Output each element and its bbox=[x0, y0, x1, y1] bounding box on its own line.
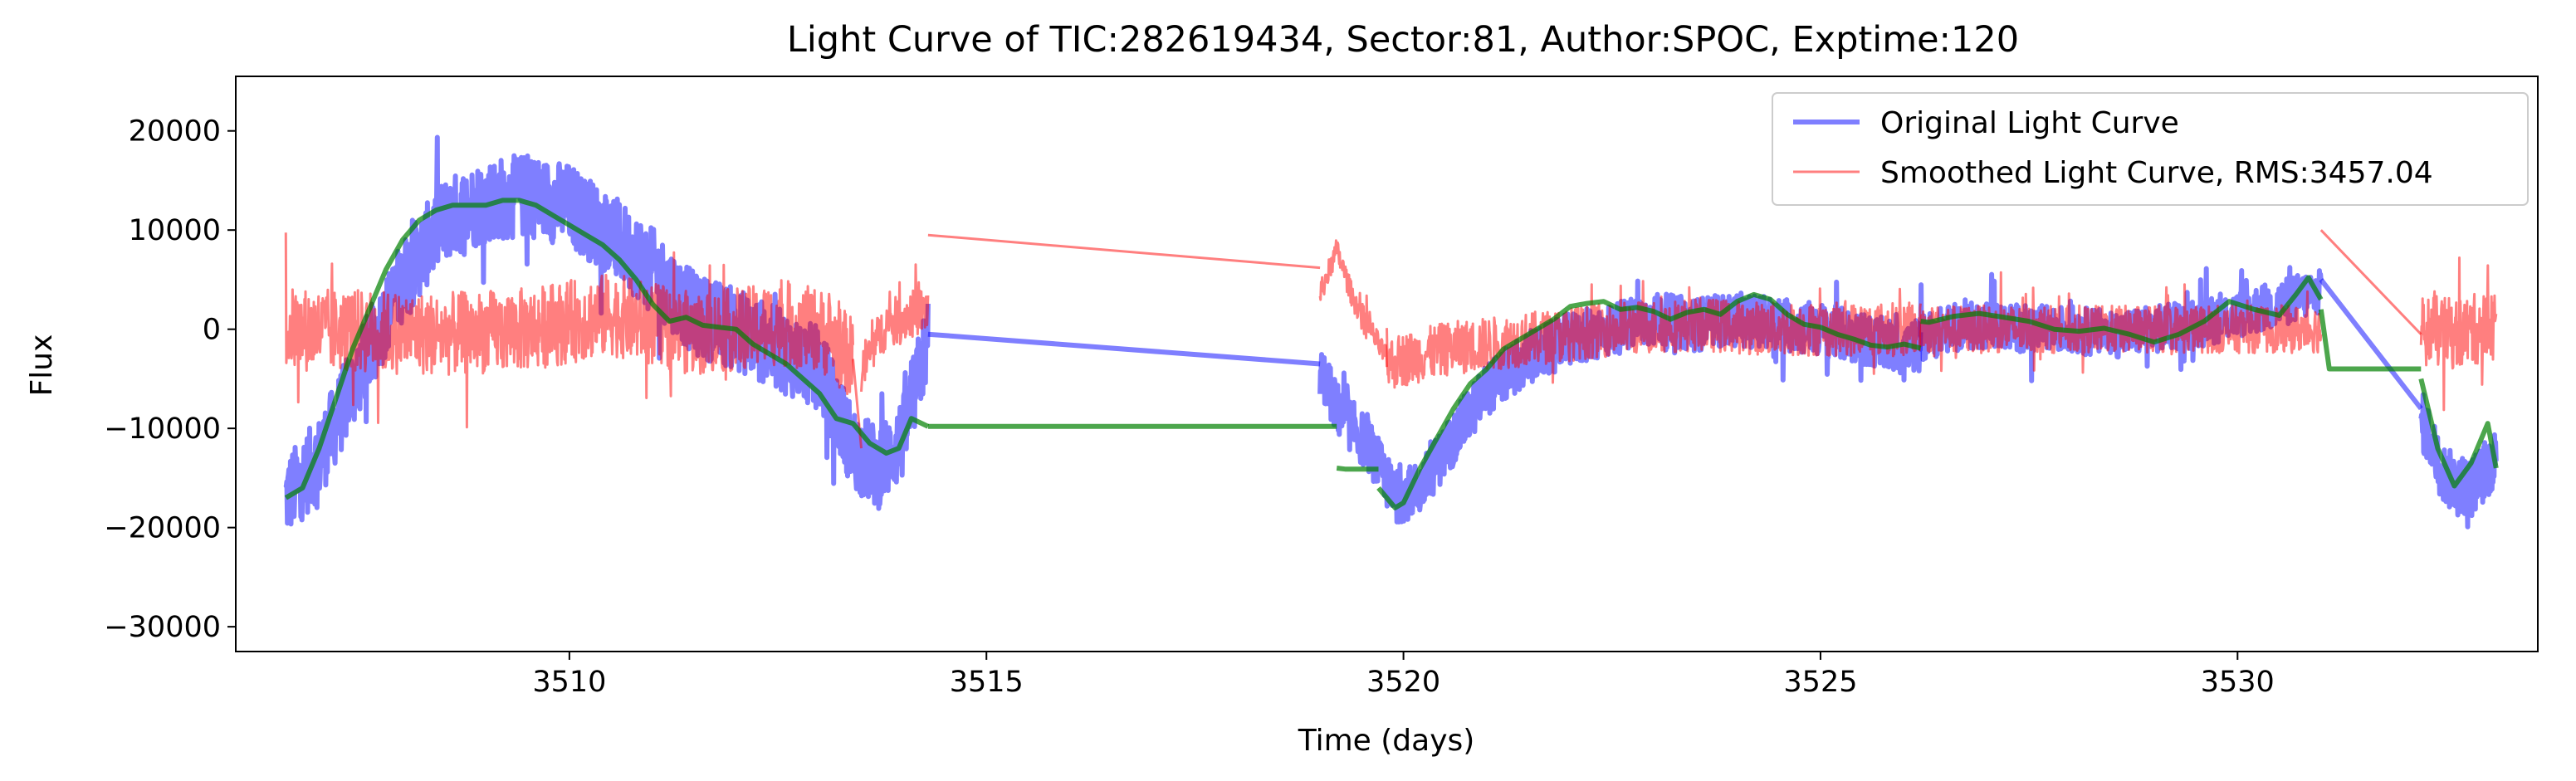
x-tick-label: 3520 bbox=[1366, 666, 1440, 699]
series-1-segment-4 bbox=[1318, 239, 1388, 368]
legend-label-original: Original Light Curve bbox=[1880, 106, 2179, 140]
series-layer bbox=[283, 134, 2499, 530]
y-tick-label: −10000 bbox=[104, 412, 221, 446]
legend: Original Light Curve Smoothed Light Curv… bbox=[1772, 92, 2529, 206]
series-2-segment-3 bbox=[1376, 291, 1922, 510]
x-tick-label: 3510 bbox=[532, 666, 606, 699]
series-0-segment-4 bbox=[2319, 278, 2423, 411]
y-tick-label: −30000 bbox=[104, 611, 221, 644]
y-axis-label: Flux bbox=[25, 334, 59, 397]
series-1-segment-6 bbox=[1919, 271, 2323, 374]
y-tick-label: 10000 bbox=[129, 214, 221, 247]
series-1-segment-2 bbox=[860, 263, 930, 392]
x-axis-label: Time (days) bbox=[1298, 724, 1475, 758]
series-2-segment-2 bbox=[1336, 466, 1379, 472]
chart-title: Light Curve of TIC:282619434, Sector:81,… bbox=[787, 19, 2019, 61]
x-tick-label: 3515 bbox=[950, 666, 1024, 699]
series-2-segment-0 bbox=[284, 198, 930, 500]
series-1-segment-3 bbox=[927, 233, 1321, 270]
series-2-segment-5 bbox=[2318, 309, 2422, 372]
series-1-segment-7 bbox=[2319, 229, 2422, 335]
series-1 bbox=[284, 229, 2498, 449]
series-1-segment-8 bbox=[2419, 256, 2498, 412]
legend-box bbox=[1772, 92, 2529, 206]
series-0-segment-1 bbox=[927, 331, 1321, 367]
y-tick-label: −20000 bbox=[104, 512, 221, 545]
y-axis: 20000 10000 0 −10000 −20000 −30000 bbox=[104, 115, 236, 644]
plot-frame bbox=[235, 76, 2539, 652]
x-tick-label: 3530 bbox=[2201, 666, 2275, 699]
y-tick-label: 0 bbox=[203, 314, 221, 347]
x-tick-label: 3525 bbox=[1783, 666, 1857, 699]
legend-label-smoothed: Smoothed Light Curve, RMS:3457.04 bbox=[1880, 156, 2433, 190]
series-2-segment-6 bbox=[2418, 378, 2499, 489]
series-0-segment-5 bbox=[2418, 392, 2499, 530]
y-tick-label: 20000 bbox=[129, 115, 221, 149]
series-1-segment-0 bbox=[284, 232, 854, 429]
series-2-segment-4 bbox=[1920, 275, 2324, 345]
x-axis: 3510 3515 3520 3525 3530 bbox=[532, 652, 2275, 699]
series-2 bbox=[284, 198, 2499, 510]
